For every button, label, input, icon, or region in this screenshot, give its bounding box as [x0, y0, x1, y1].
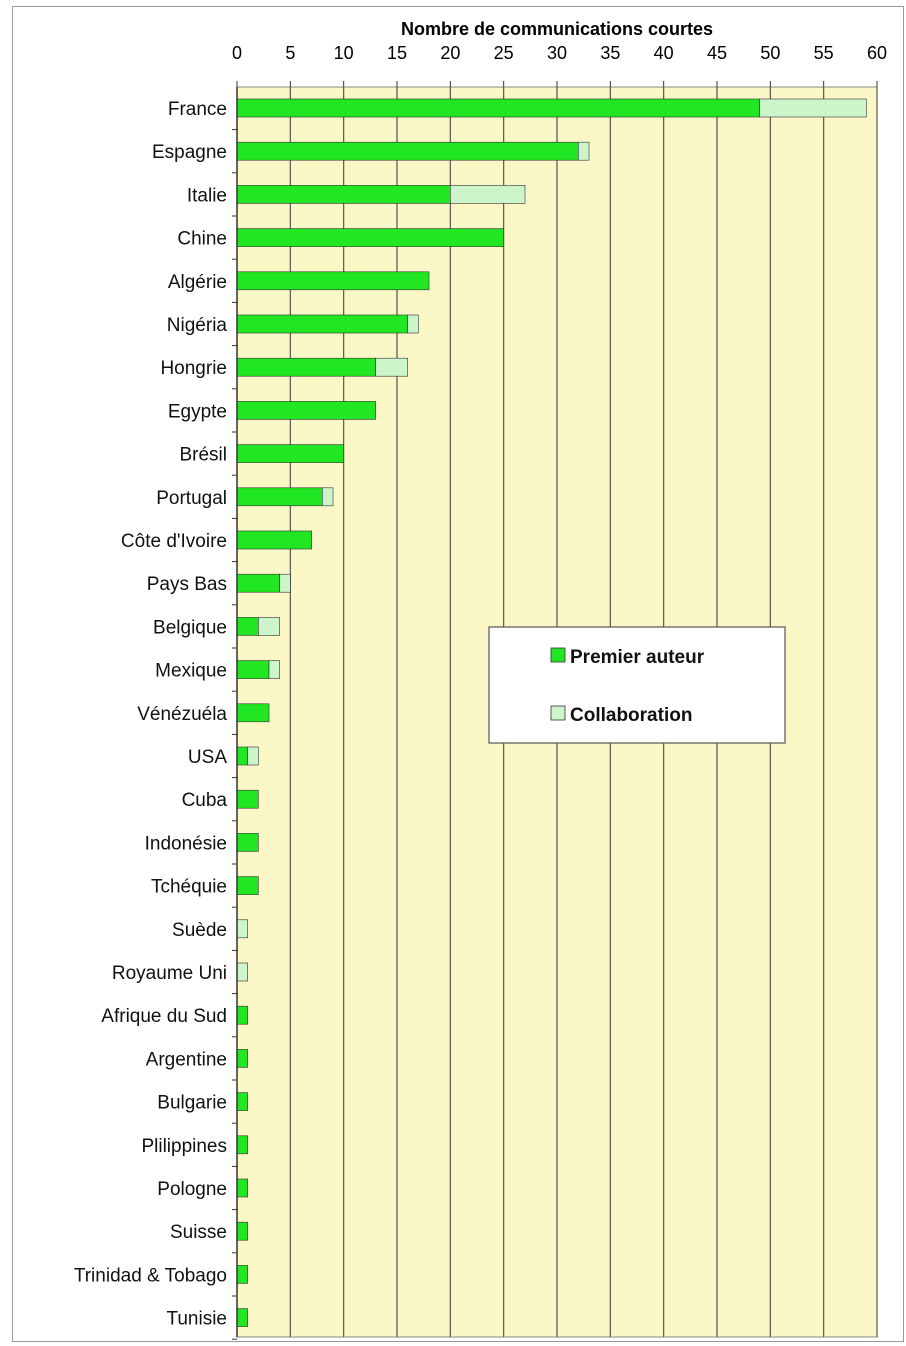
- bar-premier-auteur: [236, 228, 504, 247]
- bar-premier-auteur: [236, 271, 430, 291]
- x-tick-label: 15: [387, 43, 407, 63]
- bar-premier-auteur: [236, 185, 451, 204]
- category-label: Egypte: [168, 401, 227, 422]
- category-label: Tchéquie: [151, 877, 227, 898]
- x-tick-label: 40: [654, 43, 674, 63]
- bar-collaboration: [407, 314, 419, 334]
- category-label: Belgique: [153, 617, 227, 638]
- bar-collaboration: [247, 746, 259, 766]
- bar-premier-auteur: [236, 98, 760, 118]
- x-tick-label: 5: [285, 43, 295, 63]
- category-label: France: [168, 99, 227, 120]
- category-label: Algérie: [168, 272, 227, 293]
- category-label: Suède: [172, 920, 227, 941]
- category-label: Cuba: [182, 790, 228, 811]
- bar-collaboration: [258, 617, 280, 636]
- bar-premier-auteur: [236, 1178, 248, 1198]
- bar-collaboration: [578, 141, 590, 161]
- category-label: Espagne: [152, 142, 227, 163]
- legend: Premier auteur Collaboration: [488, 626, 786, 744]
- legend-box: [488, 626, 786, 744]
- category-label: Indonésie: [145, 833, 227, 854]
- bar-premier-auteur: [236, 573, 280, 593]
- legend-swatch-premier-auteur: [550, 647, 566, 663]
- bar-collaboration: [322, 487, 334, 507]
- bar-premier-auteur: [236, 1092, 248, 1111]
- bar-premier-auteur: [236, 833, 259, 852]
- category-label: Pologne: [157, 1179, 227, 1200]
- bar-premier-auteur: [236, 746, 248, 766]
- bar-collaboration: [450, 185, 526, 204]
- category-label: Portugal: [156, 488, 227, 509]
- bar-premier-auteur: [236, 444, 344, 463]
- x-tick-label: 35: [600, 43, 620, 63]
- bar-premier-auteur: [236, 357, 376, 377]
- bar-premier-auteur: [236, 876, 259, 895]
- bar-premier-auteur: [236, 1049, 248, 1068]
- category-label: Bulgarie: [157, 1093, 227, 1114]
- bar-premier-auteur: [236, 401, 376, 420]
- category-labels: France Espagne Italie Chine Algérie Nigéria Ho…: [74, 99, 237, 1340]
- bar-chart: 0 5 10 15 20 25 30 35 40 45 50 55 60 France Espagne It…: [74, 19, 887, 1340]
- category-label: Brésil: [179, 445, 227, 466]
- category-label: Hongrie: [160, 358, 227, 379]
- category-label: USA: [188, 747, 227, 768]
- category-label: Vénézuéla: [137, 704, 227, 725]
- bars: [236, 98, 867, 1327]
- category-label: Plilippines: [141, 1136, 227, 1157]
- bar-collaboration: [236, 962, 248, 982]
- legend-swatch-collaboration: [550, 705, 566, 721]
- bar-premier-auteur: [236, 1221, 248, 1241]
- x-tick-label: 50: [760, 43, 780, 63]
- legend-label-collaboration: Collaboration: [570, 705, 692, 726]
- x-tick-label: 30: [547, 43, 567, 63]
- category-label: Pays Bas: [147, 574, 227, 595]
- category-label: Afrique du Sud: [101, 1006, 227, 1027]
- bar-premier-auteur: [236, 1265, 248, 1284]
- bar-premier-auteur: [236, 1308, 248, 1327]
- category-label: Argentine: [146, 1049, 227, 1070]
- legend-label-premier-auteur: Premier auteur: [570, 647, 705, 668]
- category-label: Côte d'Ivoire: [121, 531, 227, 552]
- bar-premier-auteur: [236, 660, 270, 679]
- category-label: Chine: [177, 229, 227, 250]
- x-tick-label: 55: [814, 43, 834, 63]
- x-tick-label: 45: [707, 43, 727, 63]
- x-axis-title: Nombre de communications courtes: [401, 19, 713, 39]
- bar-premier-auteur: [236, 141, 579, 161]
- bar-collaboration: [759, 98, 867, 118]
- bar-premier-auteur: [236, 1005, 248, 1025]
- x-tick-label: 0: [232, 43, 242, 63]
- category-label: Royaume Uni: [112, 963, 227, 984]
- bar-premier-auteur: [236, 487, 323, 507]
- chart-frame: 0 5 10 15 20 25 30 35 40 45 50 55 60 France Espagne It…: [12, 6, 904, 1342]
- bar-premier-auteur: [236, 314, 408, 334]
- x-tick-label: 60: [867, 43, 887, 63]
- bar-premier-auteur: [236, 703, 270, 723]
- bar-premier-auteur: [236, 789, 259, 809]
- bar-collaboration: [236, 919, 248, 939]
- x-axis-ticks: 0 5 10 15 20 25 30 35 40 45 50 55 60: [232, 43, 887, 87]
- bar-premier-auteur: [236, 1135, 248, 1155]
- category-label: Suisse: [170, 1222, 227, 1243]
- category-label: Mexique: [155, 661, 227, 682]
- category-label: Trinidad & Tobago: [74, 1265, 227, 1286]
- x-tick-label: 10: [334, 43, 354, 63]
- x-tick-label: 25: [494, 43, 514, 63]
- category-label: Italie: [187, 185, 227, 206]
- bar-premier-auteur: [236, 617, 259, 636]
- category-label: Nigéria: [167, 315, 228, 336]
- bar-collaboration: [375, 357, 408, 377]
- category-label: Tunisie: [166, 1309, 227, 1330]
- bar-premier-auteur: [236, 530, 312, 550]
- x-tick-label: 20: [440, 43, 460, 63]
- bar-collaboration: [279, 573, 291, 593]
- bar-collaboration: [268, 660, 280, 679]
